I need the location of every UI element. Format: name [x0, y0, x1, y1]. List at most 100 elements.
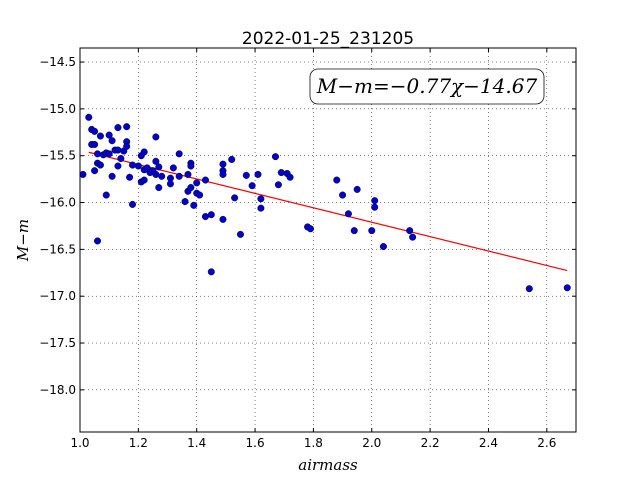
data-point: [257, 204, 265, 212]
data-point: [114, 124, 122, 132]
x-tick-label: 2.4: [479, 436, 498, 450]
data-point: [190, 201, 198, 209]
data-point: [94, 237, 102, 245]
data-point: [158, 172, 166, 180]
data-point: [306, 225, 314, 233]
data-point: [79, 170, 87, 178]
y-tick-label: −14.5: [39, 55, 76, 69]
data-point: [201, 213, 209, 221]
y-axis-label: M−m: [14, 219, 32, 262]
data-point: [140, 176, 148, 184]
data-point: [286, 173, 294, 181]
data-point: [257, 195, 265, 203]
y-tick-label: −16.5: [39, 242, 76, 256]
data-point: [236, 230, 244, 238]
data-point: [184, 170, 192, 178]
data-point: [525, 285, 533, 293]
data-point: [123, 142, 131, 150]
data-points: [79, 113, 571, 293]
data-point: [102, 191, 110, 199]
data-point: [155, 163, 163, 171]
x-tick-label: 1.4: [187, 436, 206, 450]
y-tick-label: −15.5: [39, 149, 76, 163]
data-point: [108, 137, 116, 145]
data-point: [371, 203, 379, 211]
x-tick-label: 2.6: [537, 436, 556, 450]
grid: [79, 48, 576, 432]
annotation-box: M−m=−0.77χ−14.67: [309, 68, 545, 105]
x-tick-label: 1.2: [129, 436, 148, 450]
x-tick-label: 2.2: [421, 436, 440, 450]
data-point: [152, 170, 160, 178]
data-point: [219, 160, 227, 168]
data-point: [114, 162, 122, 170]
data-point: [563, 284, 571, 292]
data-point: [91, 167, 99, 175]
data-point: [379, 243, 387, 251]
plot-area: [80, 48, 576, 432]
data-point: [85, 113, 93, 121]
data-point: [169, 164, 177, 172]
data-point: [187, 184, 195, 192]
data-point: [187, 162, 195, 170]
data-point: [339, 191, 347, 199]
data-point: [181, 198, 189, 206]
data-point: [117, 155, 125, 163]
data-point: [140, 148, 148, 156]
data-point: [94, 150, 102, 158]
data-point: [371, 197, 379, 205]
data-point: [105, 131, 113, 139]
data-point: [129, 161, 137, 169]
data-point: [201, 176, 209, 184]
data-point: [277, 169, 285, 177]
y-tick-labels: −14.5 −15.0 −15.5 −16.0 −16.5 −17.0 −17.5 −18.0: [39, 55, 76, 397]
x-tick-label: 1.6: [246, 436, 265, 450]
data-point: [134, 162, 142, 170]
data-point: [242, 171, 250, 179]
data-point: [123, 123, 131, 131]
data-point: [333, 176, 341, 184]
data-point: [271, 153, 279, 161]
fit-annotation: M−m=−0.77χ−14.67: [316, 74, 538, 98]
data-point: [350, 227, 358, 235]
data-point: [274, 181, 282, 189]
data-point: [207, 211, 215, 219]
x-tick-labels: 1.0 1.2 1.4 1.6 1.8 2.0 2.2 2.4 2.6: [70, 436, 556, 450]
data-point: [353, 185, 361, 193]
data-point: [219, 215, 227, 223]
y-tick-label: −16.0: [39, 196, 76, 210]
x-tick-label: 1.0: [70, 436, 89, 450]
data-point: [91, 140, 99, 148]
data-point: [196, 191, 204, 199]
data-point: [126, 173, 134, 181]
data-point: [368, 227, 376, 235]
data-point: [228, 155, 236, 163]
data-point: [409, 233, 417, 241]
data-point: [108, 172, 116, 180]
data-point: [105, 150, 113, 158]
plot-frame: [79, 47, 577, 433]
data-point: [166, 180, 174, 188]
data-point: [96, 132, 104, 140]
data-point: [155, 184, 163, 192]
x-axis-label: airmass: [298, 456, 358, 474]
data-point: [248, 182, 256, 190]
data-point: [219, 170, 227, 178]
chart-title: 2022-01-25_231205: [242, 29, 414, 49]
data-point: [96, 161, 104, 169]
y-tick-label: −15.0: [39, 102, 76, 116]
data-point: [114, 146, 122, 154]
data-point: [129, 200, 137, 208]
data-point: [254, 170, 262, 178]
fit-line: [88, 151, 568, 272]
data-point: [91, 127, 99, 135]
data-point: [207, 268, 215, 276]
y-tick-label: −17.0: [39, 289, 76, 303]
data-point: [231, 194, 239, 202]
x-tick-label: 1.8: [304, 436, 323, 450]
y-tick-label: −17.5: [39, 336, 76, 350]
data-point: [344, 210, 352, 218]
data-point: [175, 172, 183, 180]
x-tick-label: 2.0: [362, 436, 381, 450]
